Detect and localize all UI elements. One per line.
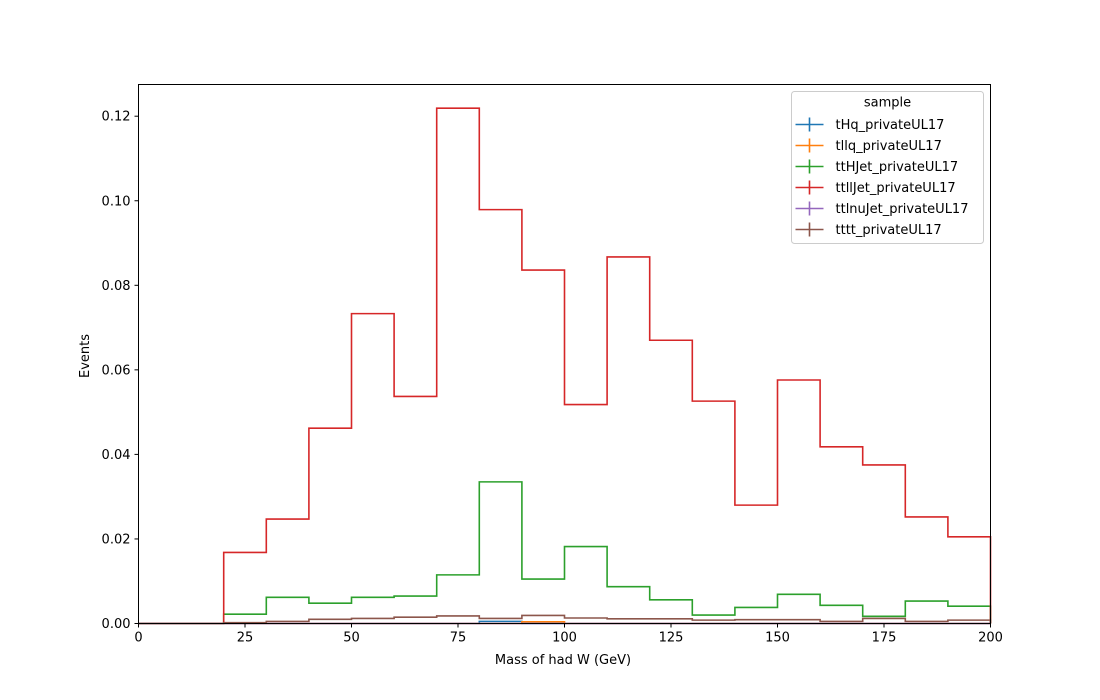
y-axis: 0.00 0.02 0.04 0.06 0.08 0.10 0.12: [102, 110, 139, 632]
x-tick-label: 125: [659, 631, 684, 646]
x-axis: 0 25 50 75 100 125 150 175 200: [134, 623, 1003, 646]
x-tick-label: 0: [134, 631, 142, 646]
y-tick-label: 0.10: [102, 194, 131, 209]
x-tick-label: 50: [343, 631, 360, 646]
series-tttt-privateul17-step-line: [138, 614, 992, 625]
legend-label-ttlljet-privateul17: ttllJet_privateUL17: [836, 181, 956, 196]
x-tick-label: 200: [978, 631, 1003, 646]
y-axis-label: Events: [78, 334, 93, 378]
legend-label-tllq-privateul17: tllq_privateUL17: [836, 139, 942, 154]
x-tick-label: 100: [552, 631, 577, 646]
y-tick-label: 0.08: [102, 279, 131, 294]
legend-label-ttlnujet-privateul17: ttlnuJet_privateUL17: [836, 202, 969, 217]
y-tick-label: 0.04: [102, 448, 131, 463]
x-tick-label: 175: [872, 631, 897, 646]
y-tick-label: 0.12: [102, 110, 131, 125]
series-tthjet-privateul17-step-line: [138, 481, 992, 625]
x-tick-label: 150: [765, 631, 790, 646]
legend-box: [791, 91, 984, 244]
legend-label-thq-privateul17: tHq_privateUL17: [836, 118, 945, 133]
series-ttlljet-privateul17-step-line: [138, 107, 992, 625]
x-axis-label: Mass of had W (GeV): [495, 653, 631, 668]
y-tick-label: 0.00: [102, 617, 131, 632]
plot-frame: [138, 84, 991, 624]
x-tick-label: 25: [237, 631, 254, 646]
y-tick-label: 0.02: [102, 532, 131, 547]
x-tick-label: 75: [450, 631, 467, 646]
legend: sample tHq_privateUL17 tllq_privateUL17 ttH…: [791, 91, 984, 244]
legend-label-tthjet-privateul17: ttHJet_privateUL17: [836, 160, 959, 175]
y-tick-label: 0.06: [102, 363, 131, 378]
legend-label-tttt-privateul17: tttt_privateUL17: [836, 223, 942, 238]
legend-title: sample: [864, 96, 911, 111]
